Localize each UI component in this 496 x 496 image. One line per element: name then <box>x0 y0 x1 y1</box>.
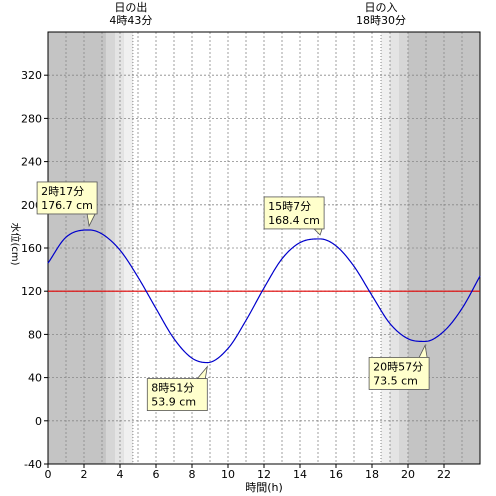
x-tick-label: 16 <box>329 468 343 481</box>
twilight-band-evening <box>390 32 399 464</box>
x-tick-label: 20 <box>401 468 415 481</box>
x-tick-label: 4 <box>117 468 124 481</box>
x-tick-label: 18 <box>365 468 379 481</box>
x-tick-label: 6 <box>153 468 160 481</box>
twilight-band-evening <box>399 32 408 464</box>
callout-time: 20時57分 <box>373 360 423 373</box>
y-tick-label: 320 <box>21 69 42 82</box>
twilight-band-morning <box>114 32 124 464</box>
y-tick-label: 240 <box>21 156 42 169</box>
sunrise-label: 日の出 <box>114 0 147 14</box>
tide-series <box>47 229 481 364</box>
callout-value: 53.9 cm <box>151 396 196 409</box>
sunset-label: 日の入 <box>365 1 398 14</box>
callout-value: 168.4 cm <box>268 214 320 227</box>
y-tick-label: 80 <box>28 328 42 341</box>
sunset-time: 18時30分 <box>356 14 406 27</box>
x-tick-label: 10 <box>221 468 235 481</box>
reference-lines <box>48 32 480 464</box>
callout-time: 2時17分 <box>41 185 84 198</box>
callout-value: 176.7 cm <box>41 199 93 212</box>
callout-box <box>368 357 430 390</box>
x-tick-label: 0 <box>45 468 52 481</box>
y-axis-label: 水位(cm) <box>9 222 22 265</box>
x-tick-label: 2 <box>81 468 88 481</box>
y-tick-label: 40 <box>28 372 42 385</box>
twilight-band-morning <box>105 32 115 464</box>
y-tick-label: 120 <box>21 285 42 298</box>
y-tick-label: 160 <box>21 242 42 255</box>
x-axis-label: 時間(h) <box>245 481 283 494</box>
callout-box <box>146 378 208 411</box>
x-tick-label: 8 <box>189 468 196 481</box>
tide-line <box>47 229 481 364</box>
y-tick-label: -40 <box>24 458 42 471</box>
callout-box <box>263 196 325 230</box>
callout-time: 8時51分 <box>151 382 194 395</box>
axis-ticks: 0 2 4 6 8 10 12 14 16 18 20 22-40040801201602002402… <box>21 69 451 481</box>
x-tick-label: 22 <box>437 468 451 481</box>
callout-box <box>36 181 98 215</box>
y-tick-label: 280 <box>21 112 42 125</box>
y-tick-label: 0 <box>35 415 42 428</box>
sunrise-time: 4時43分 <box>109 14 152 27</box>
x-tick-label: 12 <box>257 468 271 481</box>
x-tick-label: 14 <box>293 468 307 481</box>
callout-time: 15時7分 <box>268 200 311 213</box>
callout-value: 73.5 cm <box>373 374 418 387</box>
